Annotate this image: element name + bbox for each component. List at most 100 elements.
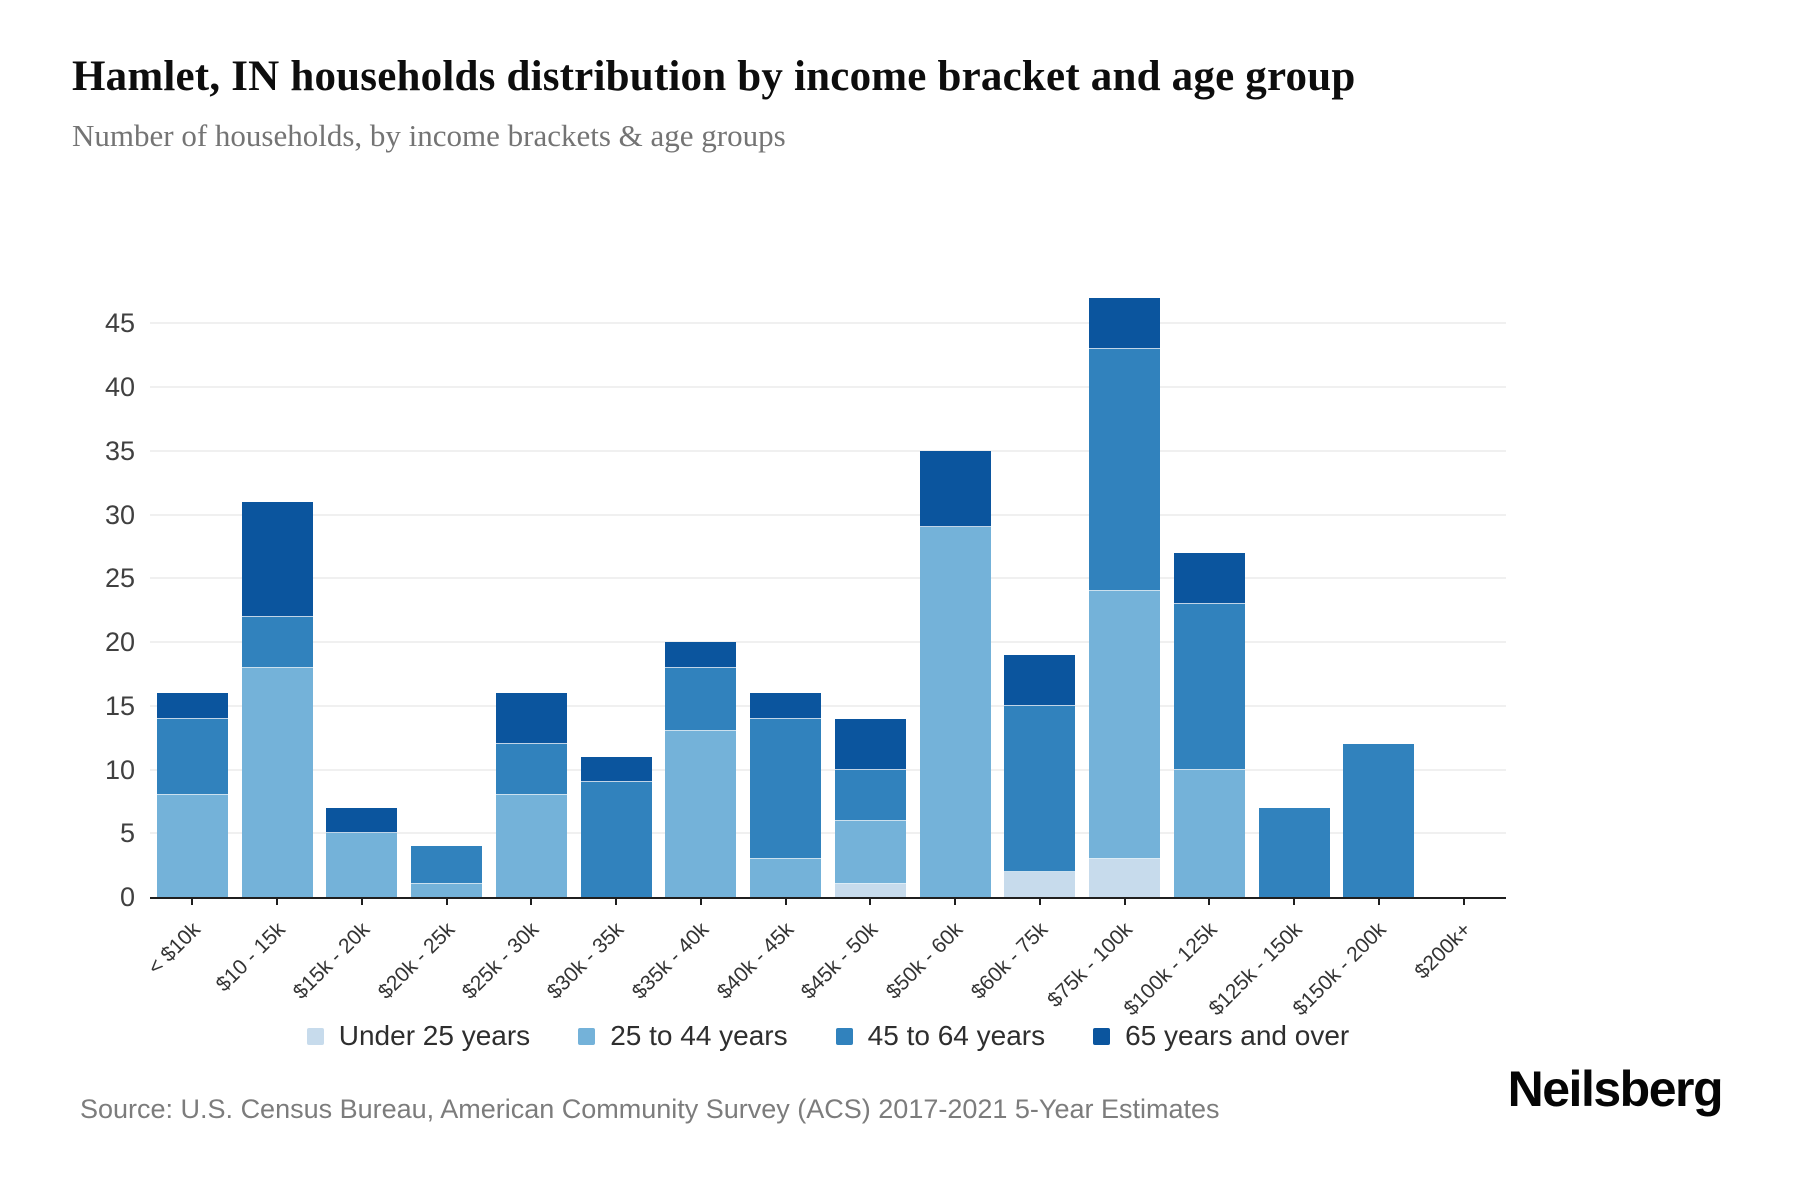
bar-segment: [1173, 769, 1245, 897]
bar-slot: [743, 247, 828, 897]
bar-slot: [1337, 247, 1422, 897]
y-axis-tick-label: 35: [104, 435, 135, 466]
bar-segment: [834, 769, 906, 821]
legend-item: 65 years and over: [1093, 1020, 1349, 1052]
bar-$125k - 150k: [1258, 807, 1330, 897]
bar-slot: [1421, 247, 1506, 897]
bar-slot: [913, 247, 998, 897]
bar-segment: [1089, 591, 1161, 859]
bar-$30k - 35k: [580, 756, 652, 897]
bar-segment: [1004, 871, 1076, 897]
x-axis-line: [150, 897, 1506, 899]
gridline-y-40: [150, 386, 1506, 388]
y-axis-tick-label: 10: [104, 754, 135, 785]
bar-segment: [241, 667, 313, 897]
bar-segment: [326, 807, 398, 834]
y-axis-tick-label: 30: [104, 499, 135, 530]
gridline-y-30: [150, 513, 1506, 516]
x-tick: [530, 897, 533, 905]
bar-segment: [411, 846, 483, 885]
legend-label: 65 years and over: [1125, 1020, 1350, 1051]
bar-segment: [1258, 807, 1330, 897]
x-axis-tick-label: $60k - 75k: [966, 918, 1053, 1004]
y-axis-tick-label: 0: [119, 882, 135, 912]
gridline-y-5: [150, 832, 1506, 835]
x-tick: [1377, 897, 1380, 905]
legend-swatch: [578, 1027, 596, 1045]
bar-slot: [235, 247, 320, 897]
x-tick: [1462, 897, 1465, 905]
x-tick: [1293, 897, 1296, 905]
x-tick: [954, 897, 957, 905]
bar-segment: [241, 501, 313, 617]
y-axis-tick-label: 25: [104, 563, 135, 594]
bar-segment: [665, 667, 737, 732]
bar-segment: [919, 450, 991, 528]
bar-segment: [750, 693, 822, 719]
x-tick: [1038, 897, 1041, 905]
y-axis-tick-label: 15: [104, 690, 135, 721]
x-axis-tick-label: $45k - 50k: [797, 918, 883, 1004]
legend-item: 25 to 44 years: [578, 1020, 788, 1052]
x-tick: [445, 897, 448, 905]
x-axis-tick-label: $15k - 20k: [288, 918, 375, 1004]
x-tick: [1123, 897, 1126, 905]
x-tick: [191, 897, 194, 905]
bar-segment: [495, 744, 567, 795]
bar-slot: [574, 247, 659, 897]
x-axis-tick-label: $20k - 25k: [373, 918, 459, 1004]
bar-slot: [1167, 247, 1252, 897]
bar-$60k - 75k: [1004, 654, 1076, 897]
legend-item: Under 25 years: [306, 1020, 530, 1052]
bar-$40k - 45k: [750, 693, 822, 897]
bar-segment: [1343, 744, 1415, 897]
bar-slot: [998, 247, 1083, 897]
x-tick: [276, 897, 279, 905]
x-axis-tick-label: $10 - 15k: [211, 918, 290, 997]
bar-segment: [326, 833, 398, 897]
legend-swatch: [1093, 1027, 1111, 1045]
bar-segment: [156, 718, 228, 795]
x-tick: [784, 897, 787, 905]
bar-$15k - 20k: [326, 807, 398, 897]
bar-segment: [665, 731, 737, 897]
bar-$35k - 40k: [665, 642, 737, 897]
plot-area: 0 5 10 15 20 25 30 35 40 45 < $10k $10 - 15k $15k -…: [105, 247, 1506, 1020]
bar-segment: [580, 782, 652, 897]
x-axis-tick-label: $35k - 40k: [627, 918, 714, 1004]
legend-swatch: [306, 1027, 324, 1045]
bar-slot: [659, 247, 744, 897]
gridline-y-10: [150, 768, 1506, 771]
bar-segment: [495, 795, 567, 897]
bar-segment: [1089, 297, 1161, 349]
bar-slot: [828, 247, 913, 897]
bar-$45k - 50k: [834, 718, 906, 897]
bar-segment: [495, 693, 567, 744]
gridline-y-15: [150, 704, 1506, 707]
bar-< $10k: [156, 693, 228, 897]
chart-subtitle: Number of households, by income brackets…: [72, 118, 786, 153]
bars-layer: [150, 247, 1506, 897]
bar-$25k - 30k: [495, 693, 567, 897]
bar-segment: [750, 858, 822, 897]
x-tick: [699, 897, 702, 905]
gridline-y-25: [150, 577, 1506, 580]
x-tick: [360, 897, 363, 905]
bar-segment: [156, 693, 228, 719]
bar-slot: [404, 247, 489, 897]
bar-segment: [1004, 705, 1076, 872]
y-axis-tick-label: 20: [104, 627, 135, 657]
bar-slot: [1082, 247, 1167, 897]
gridline-y-45: [150, 322, 1506, 325]
source-note: Source: U.S. Census Bureau, American Com…: [80, 1094, 1220, 1124]
bar-segment: [241, 616, 313, 668]
bar-slot: [1252, 247, 1337, 897]
x-tick: [869, 897, 872, 905]
bar-segment: [411, 884, 483, 897]
x-axis-tick-label: $25k - 30k: [458, 918, 544, 1004]
legend-item: 45 to 64 years: [835, 1020, 1045, 1052]
bar-segment: [580, 756, 652, 783]
bar-segment: [1173, 552, 1245, 604]
y-axis-tick-label: 40: [104, 372, 135, 402]
